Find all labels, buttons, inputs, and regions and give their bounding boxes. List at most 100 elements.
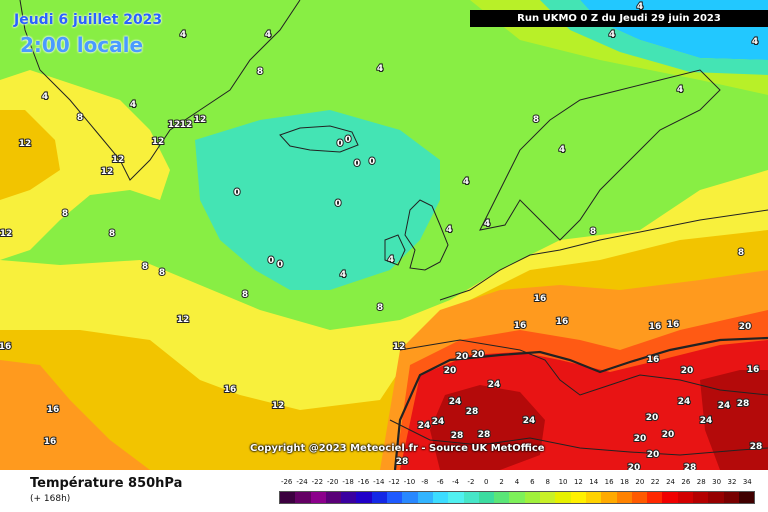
- contour-label: 12: [0, 229, 12, 239]
- contour-label: 16: [747, 365, 760, 375]
- contour-label: 8: [77, 113, 83, 123]
- legend-value-label: 26: [681, 478, 691, 486]
- legend-swatch: [524, 492, 541, 503]
- contour-label: 20: [444, 366, 457, 376]
- contour-label: 16: [47, 405, 60, 415]
- contour-label: 8: [738, 248, 744, 258]
- legend-swatch: [448, 492, 464, 503]
- contour-label: 0: [234, 188, 240, 198]
- contour-label: 8: [159, 268, 165, 278]
- legend-value-label: 18: [620, 478, 629, 486]
- coast-iberia: [399, 339, 768, 396]
- lead-time-label: (+ 168h): [30, 494, 71, 504]
- contour-label: 12: [180, 120, 193, 130]
- contour-label: 16: [534, 294, 547, 304]
- contour-label: 16: [647, 355, 660, 365]
- contour-label: 12: [272, 401, 285, 411]
- legend-value-label: 2: [499, 478, 504, 486]
- contour-label: 24: [418, 421, 431, 431]
- legend-swatch: [509, 492, 525, 503]
- legend-value-label: 10: [558, 478, 568, 486]
- contour-label: 24: [432, 417, 445, 427]
- contour-label: 20: [681, 366, 694, 376]
- contour-label: 0: [268, 256, 274, 266]
- legend-value-label: -14: [373, 478, 385, 486]
- contour-label: 16: [556, 317, 569, 327]
- contour-label: 0: [337, 139, 343, 149]
- contour-label: 4: [340, 270, 346, 280]
- legend-swatch: [325, 492, 342, 503]
- contour-label: 28: [478, 430, 491, 440]
- coast-british-isles: [404, 199, 449, 271]
- legend-swatch: [463, 492, 479, 503]
- contour-label: 12: [112, 155, 125, 165]
- footer-panel: Température 850hPa (+ 168h) -26 -24 -22 -20…: [0, 470, 768, 512]
- legend-value-label: 30: [712, 478, 722, 486]
- coast-europe: [439, 209, 768, 301]
- legend-swatch: [723, 492, 739, 503]
- field-gold-greenland: [0, 110, 60, 200]
- legend-value-label: -2: [467, 478, 475, 486]
- contour-label: 0: [369, 157, 375, 167]
- legend-value-label: -12: [388, 478, 400, 486]
- contour-label: 12: [19, 139, 32, 149]
- contour-label: 28: [466, 407, 479, 417]
- contour-label: 28: [750, 442, 763, 452]
- contour-label: 4: [752, 37, 758, 47]
- contour-label: 4: [377, 64, 383, 74]
- contour-label: 20: [472, 350, 485, 360]
- isotherm-20-line: [393, 336, 768, 470]
- legend-swatch: [570, 492, 586, 503]
- contour-label: 20: [628, 463, 641, 470]
- contour-label: 0: [277, 260, 283, 270]
- field-yellow-greenland: [0, 70, 170, 260]
- legend-value-label: -22: [311, 478, 324, 486]
- contour-label: 8: [142, 262, 148, 272]
- contour-label: 8: [109, 229, 115, 239]
- legend-value-label: -6: [436, 478, 444, 486]
- legend-swatch: [280, 492, 296, 503]
- contour-label: 4: [180, 30, 186, 40]
- legend-value-label: -26: [280, 478, 293, 486]
- legend-swatch: [708, 492, 724, 503]
- contour-label: 16: [224, 385, 237, 395]
- contour-label: 20: [662, 430, 675, 440]
- variable-title: Température 850hPa: [30, 476, 183, 491]
- legend-swatch: [371, 492, 388, 503]
- contour-label: 24: [449, 397, 462, 407]
- field-orange-south: [0, 360, 150, 470]
- contour-label: 4: [637, 2, 643, 12]
- legend-swatch: [295, 492, 311, 503]
- coast-scandinavia: [479, 69, 721, 241]
- contour-label: 20: [456, 352, 469, 362]
- legend-swatch: [417, 492, 433, 503]
- contour-label: 16: [514, 321, 527, 331]
- contour-label: 12: [168, 120, 181, 130]
- legend-value-label: 6: [530, 478, 535, 486]
- legend-swatch: [341, 492, 357, 503]
- contour-label: 20: [634, 434, 647, 444]
- legend-swatch: [601, 492, 617, 503]
- contour-label: 4: [446, 225, 452, 235]
- contour-label: 12: [177, 315, 190, 325]
- contour-label: 8: [377, 303, 383, 313]
- legend-swatch: [585, 492, 602, 503]
- legend-value-label: 16: [604, 478, 614, 486]
- coast-greenland: [19, 0, 301, 181]
- contour-label: 12: [194, 115, 207, 125]
- legend-swatch: [432, 492, 449, 503]
- legend-swatch: [631, 492, 648, 503]
- legend-value-label: 20: [635, 478, 645, 486]
- contour-label: 28: [451, 431, 464, 441]
- legend-swatch: [647, 492, 663, 503]
- legend-color-bar: [279, 491, 755, 504]
- copyright-text: Copyright @2023 Meteociel.fr - Source UK…: [250, 443, 545, 454]
- contour-label: 12: [393, 342, 406, 352]
- legend-labels: -26 -24 -22 -20 -18 -16 -14 -12 -10 -8 -6 -4 -2 0 2 4 6 8…: [279, 478, 755, 489]
- contour-label: 24: [678, 397, 691, 407]
- contour-label: 28: [737, 399, 750, 409]
- contour-label: 0: [335, 199, 341, 209]
- forecast-date-title: Jeudi 6 juillet 2023: [14, 12, 163, 28]
